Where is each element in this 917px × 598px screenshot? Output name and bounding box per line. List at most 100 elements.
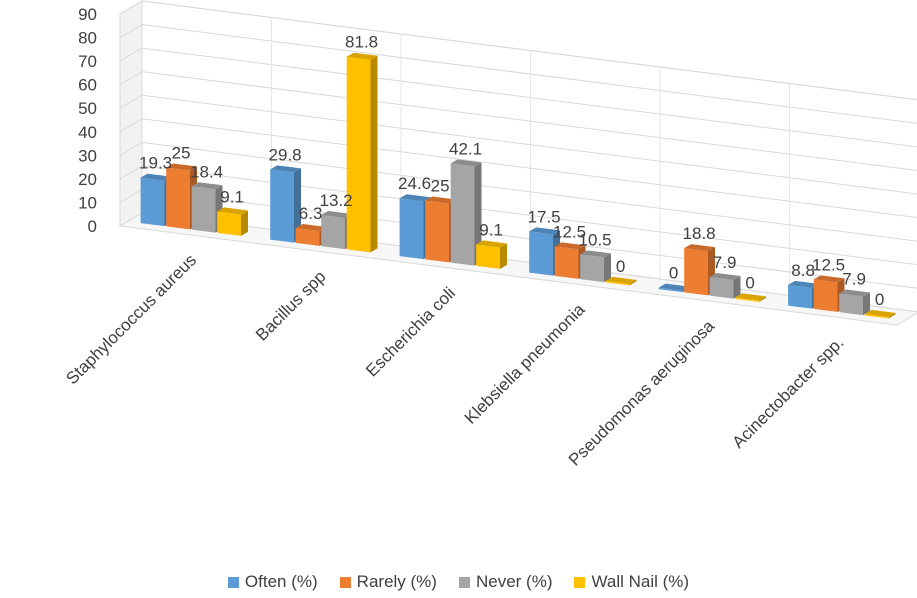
bar (450, 159, 482, 266)
data-label: 13.2 (320, 191, 353, 210)
legend-swatch (574, 576, 586, 588)
bar (605, 276, 637, 286)
data-label: 29.8 (269, 145, 302, 164)
bar-top (270, 165, 301, 173)
bar-side (733, 276, 741, 299)
bar-front (321, 215, 345, 250)
chart-bars (140, 52, 896, 319)
data-label: 6.3 (299, 204, 323, 223)
data-label: 12.5 (812, 255, 845, 274)
data-label: 18.8 (683, 224, 716, 243)
y-tick-label: 40 (78, 123, 97, 142)
bar-front (788, 284, 812, 309)
bar-top (529, 227, 560, 235)
y-tick-label: 20 (78, 170, 97, 189)
gridline-side (119, 47, 143, 62)
chart-legend: Often (%) Rarely (%) Never (%) Wall Nail (%… (0, 570, 917, 594)
bar-side (370, 55, 378, 253)
bar-top (425, 196, 456, 204)
gridline-side (119, 0, 143, 15)
bar (864, 309, 896, 319)
data-label: 0 (745, 273, 754, 292)
bar-top (476, 240, 507, 248)
bar (166, 163, 197, 230)
gridline-side (119, 24, 143, 38)
bar-top (813, 275, 845, 283)
data-label: 0 (616, 257, 625, 276)
bar-side (888, 312, 896, 319)
bar-top (684, 244, 715, 252)
y-axis-ticks: 0 10 20 30 40 50 60 70 80 90 (78, 5, 97, 236)
data-label: 17.5 (528, 207, 561, 226)
legend-item: Often (%) (227, 572, 318, 592)
data-label: 24.6 (398, 174, 431, 193)
category-label: Klebsiella pneumonia (461, 300, 589, 428)
bar-top (295, 224, 327, 231)
bar-front (270, 169, 294, 243)
bar-front (191, 186, 216, 233)
gridline-side (119, 189, 143, 203)
bar (270, 165, 301, 243)
bar-front (658, 287, 683, 293)
bar-top (140, 173, 172, 181)
bar-front (554, 246, 579, 279)
gridline-side (119, 94, 143, 109)
bar-front (864, 313, 889, 319)
data-label: 8.8 (791, 261, 815, 280)
bar (735, 293, 766, 302)
bar-front (580, 254, 604, 283)
side-wall (119, 0, 143, 227)
gridline-side (119, 118, 143, 133)
bar-top (735, 293, 766, 301)
y-tick-label: 0 (88, 217, 97, 236)
y-tick-label: 90 (78, 5, 97, 24)
data-label: 0 (669, 264, 678, 283)
data-label: 42.1 (449, 139, 482, 158)
category-label: Escherichia coli (362, 283, 459, 380)
bar (476, 240, 507, 269)
bar-front (140, 177, 165, 227)
bar-side (863, 292, 870, 316)
gridline-side (119, 141, 143, 156)
bar-side (474, 162, 482, 266)
bar (346, 52, 378, 253)
legend-swatch (339, 576, 351, 588)
category-label: Bacillus spp (252, 267, 330, 345)
bar-top (166, 163, 197, 171)
bar-front (839, 293, 863, 316)
data-label: 19.3 (139, 154, 172, 173)
data-label: 25 (431, 177, 450, 196)
bar-side (294, 168, 301, 243)
legend-label: Rarely (%) (356, 572, 437, 591)
bar-front (166, 167, 190, 230)
bar-front (217, 211, 241, 236)
legend-swatch (227, 576, 239, 588)
bar (580, 250, 611, 283)
data-label: 10.5 (579, 230, 612, 249)
gridline-side (119, 71, 143, 86)
data-label: 0 (875, 290, 884, 309)
data-label: 12.5 (553, 222, 586, 241)
bar-side (629, 279, 637, 286)
bar-front (813, 279, 838, 312)
bar-front (735, 297, 759, 302)
bar-front (684, 248, 708, 296)
data-label: 9.1 (479, 220, 503, 239)
bar-top (399, 194, 431, 202)
bar-top (321, 211, 352, 218)
legend-swatch (458, 576, 470, 588)
category-label: Pseudomonas aeruginosa (565, 316, 718, 469)
bar-top (709, 273, 741, 280)
data-label: 81.8 (345, 33, 378, 52)
bar-front (295, 228, 320, 246)
legend-label: Often (%) (244, 572, 318, 591)
bar-top (346, 52, 378, 60)
bar (217, 207, 248, 236)
bar-top (605, 276, 637, 284)
y-tick-label: 10 (78, 193, 97, 212)
legend-label: Wall Nail (%) (591, 572, 690, 591)
legend-item: Rarely (%) (339, 572, 437, 592)
bar-front (346, 56, 371, 253)
